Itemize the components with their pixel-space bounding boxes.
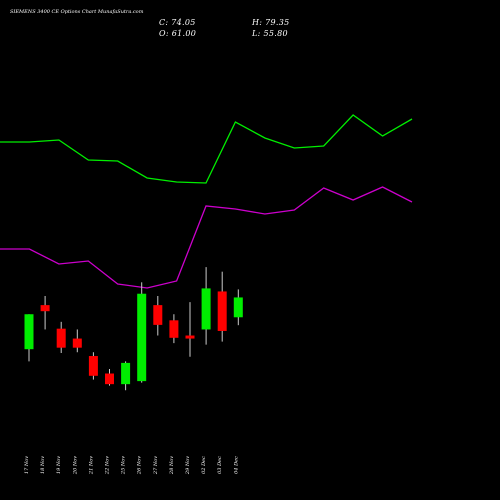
x-tick-label: 25 Nov [121, 456, 127, 475]
x-tick-label: 17 Nov [24, 456, 30, 474]
indicator-lines [0, 114, 413, 289]
candle-down [105, 373, 114, 385]
candle-up [121, 362, 131, 385]
x-tick-label: 29 Nov [185, 456, 191, 475]
x-tick-label: 04 Dec [233, 456, 239, 474]
open-value: O: 61.00 [159, 29, 197, 38]
low-value: L: 55.80 [252, 29, 288, 38]
x-tick-label: 27 Nov [153, 456, 159, 475]
x-tick-label: 26 Nov [137, 456, 143, 475]
candle-down [56, 328, 66, 348]
candle-down [72, 338, 82, 348]
candle-down [153, 305, 163, 325]
lower-indicator-line [0, 186, 413, 289]
high-value: H: 79.35 [252, 18, 290, 27]
candle-down [88, 356, 98, 376]
x-tick-label: 19 Nov [56, 456, 62, 474]
candle-down [217, 291, 227, 331]
x-tick-label: 20 Nov [72, 456, 78, 475]
upper-indicator-line [0, 114, 413, 184]
x-tick-label: 02 Dec [201, 456, 207, 474]
candles-group [24, 267, 243, 391]
candle-up [24, 314, 34, 350]
candle-down [40, 305, 50, 312]
candle-up [233, 297, 243, 318]
candle-down [169, 320, 179, 338]
chart-title: SIEMENS 3400 CE Options Chart MunafaSutr… [10, 9, 144, 15]
x-tick-label: 22 Nov [105, 456, 111, 475]
x-tick-label: 03 Dec [217, 456, 223, 474]
x-tick-label: 28 Nov [169, 456, 175, 475]
x-tick-label: 18 Nov [40, 456, 46, 474]
candle-up [137, 293, 147, 382]
candle-up [201, 288, 211, 330]
x-tick-label: 21 Nov [88, 456, 94, 475]
close-value: C: 74.05 [159, 18, 196, 27]
x-axis-labels: 17 Nov 18 Nov 19 Nov 20 Nov 21 Nov 22 Nov 25 N… [24, 456, 239, 475]
candle-down [185, 335, 195, 339]
